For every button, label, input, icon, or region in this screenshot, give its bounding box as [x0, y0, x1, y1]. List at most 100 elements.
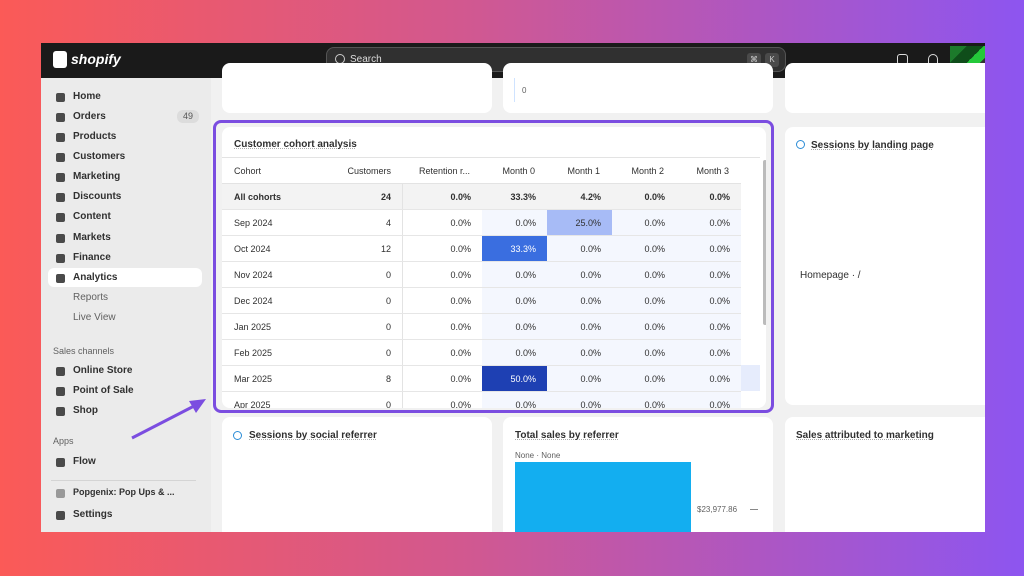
- card: Sessions by landing page Homepage · /: [785, 127, 985, 405]
- axis: [514, 78, 515, 102]
- cell-text: Jan 2025: [234, 322, 272, 332]
- nav-item[interactable]: Analytics: [73, 272, 118, 283]
- cell-text: 0.0%: [450, 400, 471, 408]
- nav-item[interactable]: Markets: [73, 232, 111, 243]
- table-cell: 0.0%: [482, 262, 547, 287]
- table-cell: 0.0%: [547, 288, 612, 313]
- axis-label: 0: [522, 86, 527, 95]
- table-cell: 0.0%: [676, 288, 741, 313]
- cell-text: 0.0%: [580, 374, 601, 384]
- logo: shopify: [71, 51, 121, 67]
- table-cell: 0.0%: [482, 210, 547, 235]
- table-cell: 0.0%: [676, 340, 741, 365]
- table-cell: 0.0%: [612, 210, 676, 235]
- cell-text: 0.0%: [709, 296, 730, 306]
- table-cell: 0.0%: [676, 210, 741, 235]
- column-header: Month 3: [696, 166, 729, 176]
- nav-icon: [56, 274, 65, 283]
- table-cell: 8: [323, 366, 403, 391]
- table-cell: 0.0%: [482, 392, 547, 408]
- nav-icon: [56, 193, 65, 202]
- table-cell: 0.0%: [676, 236, 741, 261]
- table-cell: 25.0%: [547, 210, 612, 235]
- nav-item[interactable]: Marketing: [73, 171, 121, 182]
- card-title: Total sales by referrer: [515, 430, 619, 441]
- card-title: Sessions by landing page: [811, 140, 934, 151]
- landing-page: Homepage · /: [800, 270, 861, 281]
- legend: None · None: [515, 451, 561, 460]
- nav-item[interactable]: Flow: [73, 456, 96, 467]
- table-cell: Dec 2024: [222, 288, 323, 313]
- cell-text: 0.0%: [709, 348, 730, 358]
- nav-item[interactable]: Customers: [73, 151, 126, 162]
- cell-text: All cohorts: [234, 192, 282, 202]
- nav-item[interactable]: Settings: [73, 509, 113, 520]
- table-cell: 0: [323, 262, 403, 287]
- table-cell: Mar 2025: [222, 366, 323, 391]
- nav-icon: [56, 367, 65, 376]
- nav-item[interactable]: Shop: [73, 405, 98, 416]
- cell-text: 0.0%: [580, 244, 601, 254]
- cell-text: 0.0%: [580, 348, 601, 358]
- table-cell: 33.3%: [482, 236, 547, 261]
- card: Total sales by referrer None · None $23,…: [503, 417, 773, 532]
- cell-text: Apr 2025: [234, 400, 271, 408]
- nav-item[interactable]: Products: [73, 131, 117, 142]
- table-cell: 0.0%: [547, 340, 612, 365]
- cohort-table: Cohort Customers Retention r... Month 0 Mont…: [222, 157, 760, 408]
- cell-text: 0.0%: [515, 218, 536, 228]
- cell-text: 0.0%: [450, 244, 471, 254]
- cell-text: 0: [385, 296, 391, 306]
- nav-icon: [56, 173, 65, 182]
- cell-text: Feb 2025: [234, 348, 273, 358]
- cell-text: 0: [385, 322, 391, 332]
- card-title: Customer cohort analysis: [234, 139, 357, 150]
- nav-item[interactable]: Popgenix: Pop Ups & ...: [73, 487, 175, 497]
- cell-text: 0.0%: [515, 296, 536, 306]
- sub-nav-item[interactable]: Live View: [73, 312, 116, 323]
- table-cell: 0.0%: [403, 340, 482, 365]
- table-cell: 0: [323, 340, 403, 365]
- sub-nav-item[interactable]: Reports: [73, 292, 109, 303]
- table-row: Sep 2024 4 0.0% 0.0% 25.0% 0.0% 0.0%: [222, 210, 741, 236]
- table-cell: 0.0%: [403, 392, 482, 408]
- table-cell: 0.0%: [403, 314, 482, 339]
- table-cell: 0.0%: [482, 314, 547, 339]
- cell-text: 0.0%: [450, 218, 471, 228]
- nav-icon: [56, 234, 65, 243]
- nav-item[interactable]: Home: [73, 91, 101, 102]
- nav-item[interactable]: Point of Sale: [73, 385, 134, 396]
- cell-text: 50.0%: [510, 374, 536, 384]
- table-cell: 0: [323, 288, 403, 313]
- logo-icon: [53, 51, 67, 68]
- table-cell: 0.0%: [612, 340, 676, 365]
- section-heading[interactable]: Apps: [53, 436, 74, 446]
- tick: [750, 509, 758, 510]
- cell-text: 33.3%: [510, 244, 536, 254]
- cell-text: 12: [380, 244, 391, 254]
- table-cell: 0.0%: [612, 184, 676, 209]
- nav-item[interactable]: Finance: [73, 252, 111, 263]
- table-cell: All cohorts: [222, 184, 323, 209]
- cell-text: 0.0%: [644, 270, 665, 280]
- nav-item[interactable]: Online Store: [73, 365, 133, 376]
- table-cell: 0.0%: [547, 314, 612, 339]
- extra-cell: [741, 365, 760, 391]
- extra-column: [741, 158, 760, 408]
- nav-item[interactable]: Orders: [73, 111, 106, 122]
- bar: [515, 462, 691, 532]
- table-row: Oct 2024 12 0.0% 33.3% 0.0% 0.0% 0.0%: [222, 236, 741, 262]
- cell-text: 0.0%: [644, 296, 665, 306]
- table-cell: 0: [323, 392, 403, 408]
- table-cell: 0.0%: [403, 288, 482, 313]
- table-cell: 0.0%: [403, 366, 482, 391]
- nav-item[interactable]: Content: [73, 211, 111, 222]
- nav-item[interactable]: Discounts: [73, 191, 122, 202]
- search-placeholder: Search: [350, 54, 382, 65]
- table-cell: Jan 2025: [222, 314, 323, 339]
- scrollbar[interactable]: [763, 160, 766, 325]
- nav-icon: [56, 93, 65, 102]
- section-heading[interactable]: Sales channels: [53, 346, 115, 356]
- cell-text: 0.0%: [709, 270, 730, 280]
